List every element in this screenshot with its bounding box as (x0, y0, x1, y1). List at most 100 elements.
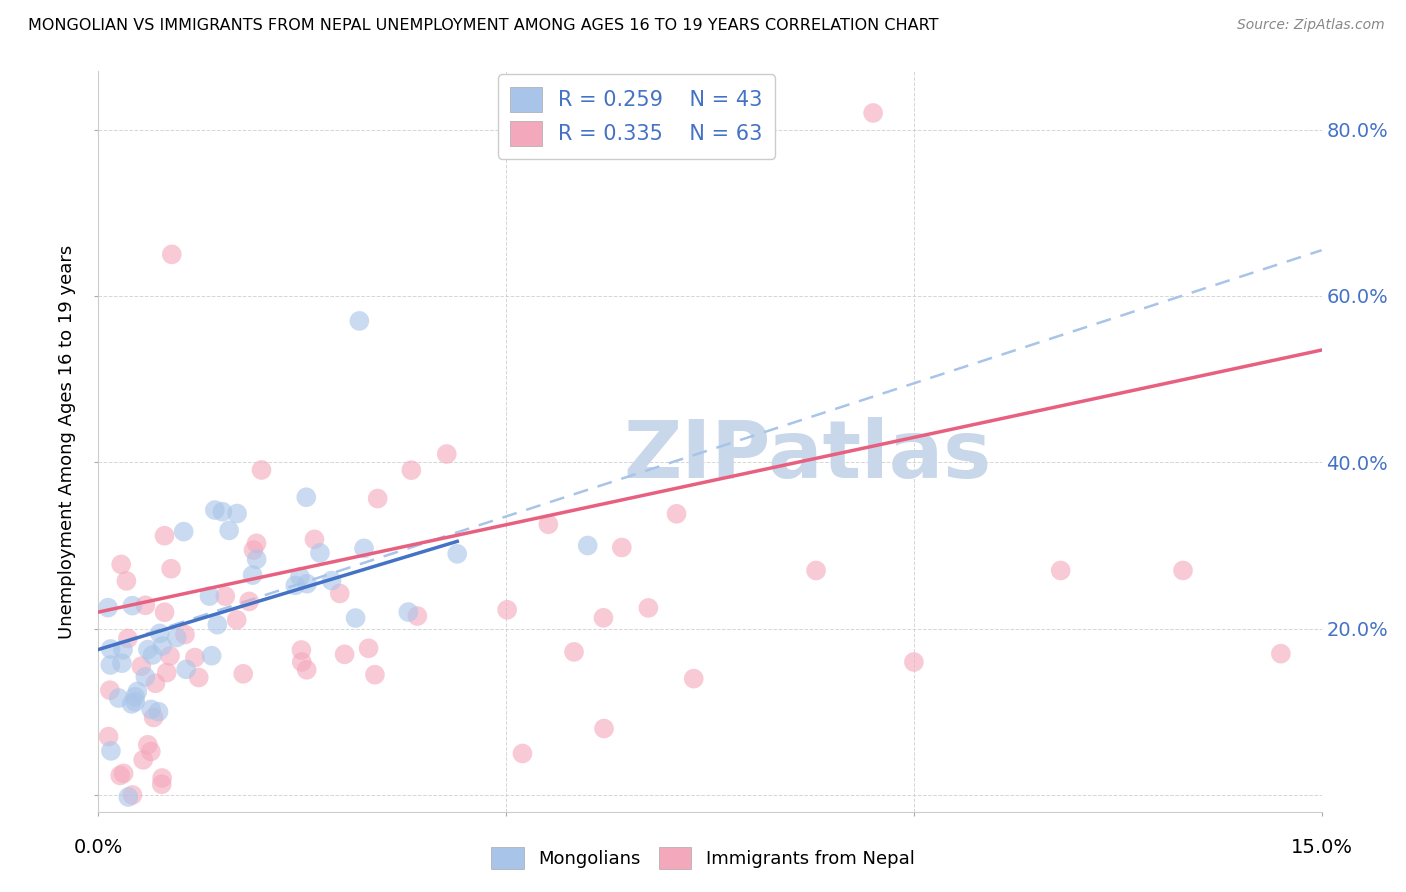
Point (141, 648, 163, 662)
Point (610, 541, 633, 555)
Point (150, 777, 173, 791)
Point (153, 529, 176, 543)
Point (201, 648, 224, 663)
Point (139, 744, 162, 758)
Text: MONGOLIAN VS IMMIGRANTS FROM NEPAL UNEMPLOYMENT AMONG AGES 16 TO 19 YEARS CORREL: MONGOLIAN VS IMMIGRANTS FROM NEPAL UNEMP… (28, 18, 939, 33)
Point (1270, 647, 1292, 661)
Point (187, 671, 209, 685)
Point (238, 594, 260, 608)
Point (562, 645, 585, 659)
Point (637, 601, 659, 615)
Point (156, 665, 179, 680)
Point (159, 648, 181, 663)
Point (291, 655, 314, 669)
Point (117, 789, 139, 804)
Point (214, 589, 236, 603)
Point (166, 631, 188, 645)
Point (184, 650, 207, 665)
Point (396, 605, 419, 619)
Point (174, 627, 197, 641)
Point (295, 576, 318, 591)
Point (111, 656, 134, 670)
Point (226, 507, 249, 521)
Point (288, 570, 311, 584)
Point (121, 788, 143, 802)
Point (682, 672, 704, 686)
Point (1171, 564, 1194, 578)
Point (284, 578, 307, 592)
Point (436, 447, 458, 461)
Point (295, 663, 318, 677)
Point (242, 543, 264, 558)
Point (446, 547, 468, 561)
Legend: R = 0.259    N = 43, R = 0.335    N = 63: R = 0.259 N = 43, R = 0.335 N = 63 (498, 74, 775, 159)
Point (121, 697, 143, 711)
Point (537, 517, 560, 532)
Point (153, 605, 176, 619)
Point (1049, 564, 1071, 578)
Point (862, 106, 884, 120)
Point (173, 524, 195, 539)
Point (512, 747, 534, 761)
Point (344, 611, 367, 625)
Point (250, 463, 273, 477)
Point (204, 503, 226, 517)
Point (112, 766, 135, 780)
Point (290, 643, 312, 657)
Point (100, 744, 122, 758)
Point (145, 676, 167, 690)
Point (124, 695, 146, 709)
Point (576, 539, 599, 553)
Point (110, 558, 132, 572)
Point (592, 611, 614, 625)
Point (198, 589, 221, 603)
Point (160, 247, 183, 261)
Point (148, 705, 170, 719)
Point (132, 753, 155, 767)
Point (242, 568, 264, 582)
Point (232, 666, 254, 681)
Point (136, 642, 159, 657)
Point (127, 684, 149, 698)
Point (218, 524, 240, 538)
Point (211, 505, 233, 519)
Y-axis label: Unemployment Among Ages 16 to 19 years: Unemployment Among Ages 16 to 19 years (58, 244, 76, 639)
Point (309, 546, 332, 560)
Point (174, 662, 197, 676)
Point (150, 771, 173, 785)
Point (149, 626, 172, 640)
Point (804, 564, 827, 578)
Point (98, 683, 121, 698)
Point (97, 730, 120, 744)
Point (117, 632, 139, 646)
Legend: Mongolians, Immigrants from Nepal: Mongolians, Immigrants from Nepal (482, 838, 924, 879)
Point (304, 533, 326, 547)
Point (111, 642, 134, 657)
Text: 0.0%: 0.0% (73, 838, 124, 857)
Point (329, 586, 352, 600)
Point (295, 490, 318, 504)
Point (139, 702, 162, 716)
Point (364, 667, 387, 681)
Point (353, 541, 375, 556)
Point (245, 536, 267, 550)
Point (496, 603, 519, 617)
Point (108, 768, 131, 782)
Point (246, 552, 269, 566)
Point (98, 658, 121, 673)
Point (903, 655, 925, 669)
Point (134, 670, 156, 684)
Point (136, 738, 159, 752)
Point (107, 691, 129, 706)
Point (124, 690, 146, 704)
Point (321, 574, 343, 588)
Text: 15.0%: 15.0% (1291, 838, 1353, 857)
Point (367, 491, 389, 506)
Point (349, 314, 371, 328)
Point (97, 600, 120, 615)
Point (406, 609, 429, 624)
Point (115, 574, 138, 588)
Point (142, 710, 165, 724)
Text: Source: ZipAtlas.com: Source: ZipAtlas.com (1237, 18, 1385, 32)
Point (665, 507, 688, 521)
